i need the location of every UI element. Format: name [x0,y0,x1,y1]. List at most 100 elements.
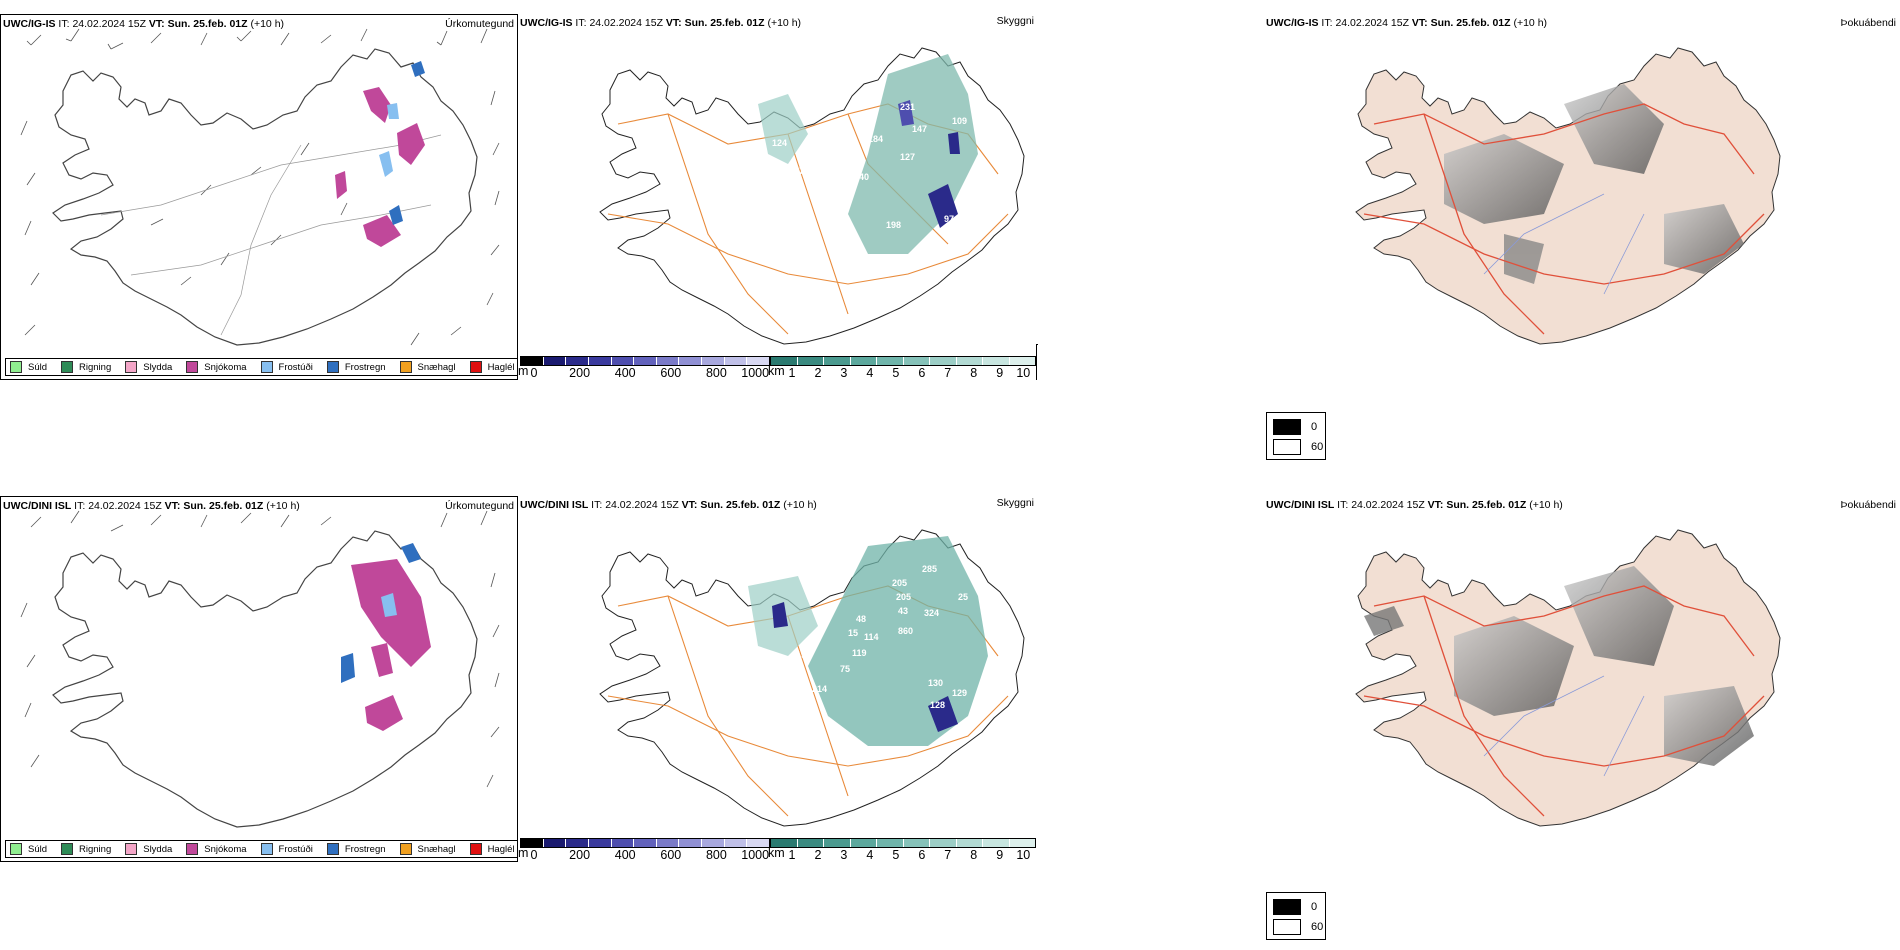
value-label: 860 [898,626,913,636]
fog-indicator-map-2: UWC/DINI ISL IT: 24.02.2024 15Z VT: Sun.… [1264,496,1900,862]
legend-item: Súld [10,843,47,855]
swatch [125,843,138,855]
tick-label: 1 [788,848,796,862]
colorbar-ticks: 0 200 400 600 800 1000 [530,366,770,380]
run-header: UWC/IG-IS IT: 24.02.2024 15Z VT: Sun. 25… [1266,17,1547,29]
swatch [399,843,412,855]
value-label: 154 [834,194,849,204]
colorbar-cell [747,839,770,847]
swatch [1273,439,1301,455]
value-label: 140 [854,172,869,182]
precip-map-canvas [20,510,500,828]
vt-value: Sun. 25.feb. 01Z [1430,17,1511,29]
legend-label: Haglél [487,843,515,855]
value-label: 48 [856,614,866,624]
unit-label: km [768,364,785,378]
tick-label: 1 [788,366,796,380]
low-visibility-areas [758,54,978,254]
roads [1363,103,1765,335]
value-label: 324 [924,608,939,618]
colorbar-cell [930,357,957,365]
value-label: 75 [840,664,850,674]
it-label: IT: [74,500,86,512]
precip-type-map-2: UWC/DINI ISL IT: 24.02.2024 15Z VT: Sun.… [0,496,518,862]
fog-shading [1364,566,1754,766]
swatch [61,843,74,855]
legend-label: Súld [28,843,48,855]
colorbar-ticks: 1 2 3 4 5 6 7 8 9 10 [788,848,1031,862]
tick-label: 10 [1016,366,1031,380]
legend-item: Slydda [125,361,172,373]
vt-value: Sun. 25.feb. 01Z [183,500,264,512]
vt-value: Sun. 25.feb. 01Z [684,17,765,29]
visibility-map-canvas: 231 147 109 184 127 140 154 198 97 95 27… [599,47,1025,345]
unit-label: km [768,846,785,860]
swatch [399,361,412,373]
value-label: 147 [912,124,927,134]
legend-label: Rigning [79,843,112,855]
value-label: 97 [944,214,954,224]
legend-label: Frostúði [278,843,313,855]
model-name: UWC/IG-IS [520,17,573,29]
tick-label: 7 [944,366,952,380]
run-header: UWC/DINI ISL IT: 24.02.2024 15Z VT: Sun.… [520,499,817,511]
tick-label: 600 [660,848,682,862]
visibility-map-2: 205 205 285 43 324 860 48 114 119 194 75… [518,496,1038,862]
value-label: 119 [852,648,867,658]
legend-label: Snjókoma [204,843,247,855]
fog-shading [1444,84,1744,284]
legend-item: Frostregn [326,843,386,855]
run-header: UWC/DINI ISL IT: 24.02.2024 15Z VT: Sun.… [1266,499,1563,511]
lead-time: (+10 h) [266,500,300,512]
fog-legend-item: 0 [1273,899,1317,915]
value-label: 129 [952,688,967,698]
value-label: 214 [812,684,827,694]
model-name: UWC/IG-IS [3,18,56,30]
legend-item: Súld [10,361,47,373]
tick-label: 0 [530,366,538,380]
colorbar-cell [771,839,798,847]
swatch [469,843,482,855]
vt-value: Sun. 25.feb. 01Z [167,18,248,30]
precip-type-map-1: UWC/IG-IS IT: 24.02.2024 15Z VT: Sun. 25… [0,14,518,380]
tick-label: 3 [840,366,848,380]
panel-title-visibility: Skyggni [996,15,1034,27]
value-label: 95 [846,234,856,244]
tick-label: 6 [918,366,926,380]
colorbar-cell [850,357,877,365]
roads [1363,585,1765,817]
tick-label: 4 [866,366,874,380]
colorbar-cell [724,357,748,365]
colorbar-cell [797,839,824,847]
legend-item: Slydda [125,843,172,855]
value-label: 114 [864,632,879,642]
it-value: 24.02.2024 15Z [589,17,663,29]
lead-time: (+10 h) [1529,499,1563,511]
legend-label: Frostregn [344,843,386,855]
tick-label: 1000 [741,848,770,862]
rivers [1483,675,1645,777]
colorbar-cell [930,839,957,847]
legend-label: Snæhagl [417,843,456,855]
unit-label: m [518,846,529,860]
colorbar-cell [611,357,635,365]
colorbar-cell [611,839,635,847]
swatch [61,361,74,373]
panel-title-visibility: Skyggni [996,497,1034,509]
legend-item: Snjókoma [186,843,247,855]
colorbar-cell [679,839,703,847]
panel-title-fog: Þokuábendi [1840,17,1896,29]
it-label: IT: [1337,499,1349,511]
value-label: 128 [930,700,945,710]
fog-legend-2: 0 60 [1266,892,1326,940]
value-label: 43 [898,606,908,616]
colorbar-cell [956,357,983,365]
colorbar-cell [797,357,824,365]
vt-label: VT: [1411,17,1428,29]
colorbar-cell [566,839,589,847]
colorbar-cells [770,838,1036,848]
visibility-m-colorbar: m 0 200 400 600 800 1000 [518,838,770,862]
fog-legend-item: 60 [1273,919,1323,935]
colorbar-cell [903,839,930,847]
model-name: UWC/DINI ISL [520,499,589,511]
